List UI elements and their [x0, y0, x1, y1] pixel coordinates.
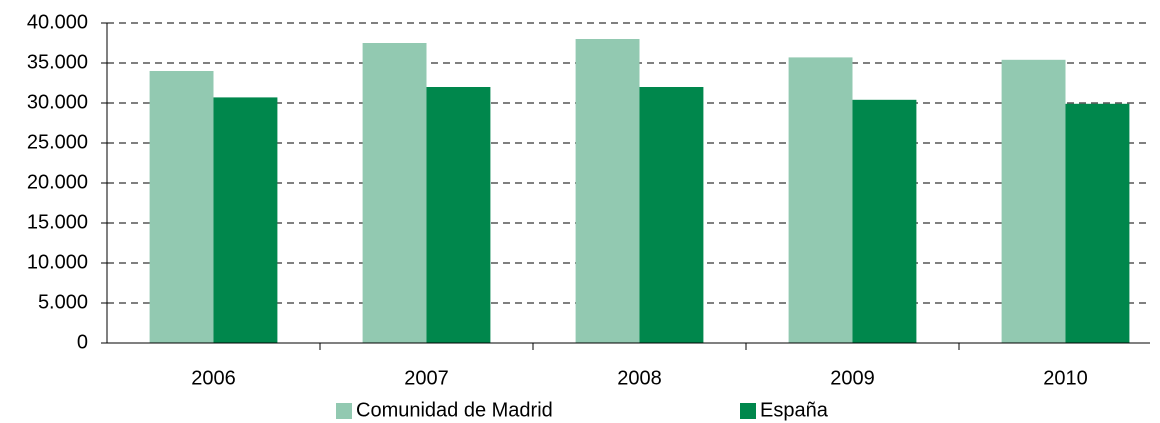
y-tick-label: 30.000	[27, 91, 88, 113]
bar	[149, 71, 214, 343]
bar	[852, 99, 917, 343]
x-tick-label: 2006	[191, 367, 236, 389]
y-tick-label: 5.000	[38, 291, 88, 313]
legend-swatch	[740, 403, 756, 419]
y-tick-label: 0	[77, 331, 88, 353]
bar	[639, 87, 704, 343]
bar	[788, 57, 853, 344]
legend-label: España	[760, 399, 829, 421]
y-tick-label: 25.000	[27, 131, 88, 153]
legend-label: Comunidad de Madrid	[356, 399, 553, 421]
bar	[426, 87, 491, 343]
x-tick-label: 2009	[830, 367, 875, 389]
y-tick-label: 40.000	[27, 11, 88, 33]
legend-swatch	[336, 403, 352, 419]
bar	[575, 39, 640, 343]
y-tick-label: 20.000	[27, 171, 88, 193]
bar	[1001, 59, 1066, 344]
bar	[1065, 103, 1130, 343]
x-tick-label: 2010	[1043, 367, 1088, 389]
y-tick-label: 35.000	[27, 51, 88, 73]
y-tick-label: 15.000	[27, 211, 88, 233]
x-tick-label: 2007	[404, 367, 449, 389]
bar	[362, 43, 427, 343]
bar	[213, 97, 278, 344]
x-tick-label: 2008	[617, 367, 662, 389]
y-tick-label: 10.000	[27, 251, 88, 273]
